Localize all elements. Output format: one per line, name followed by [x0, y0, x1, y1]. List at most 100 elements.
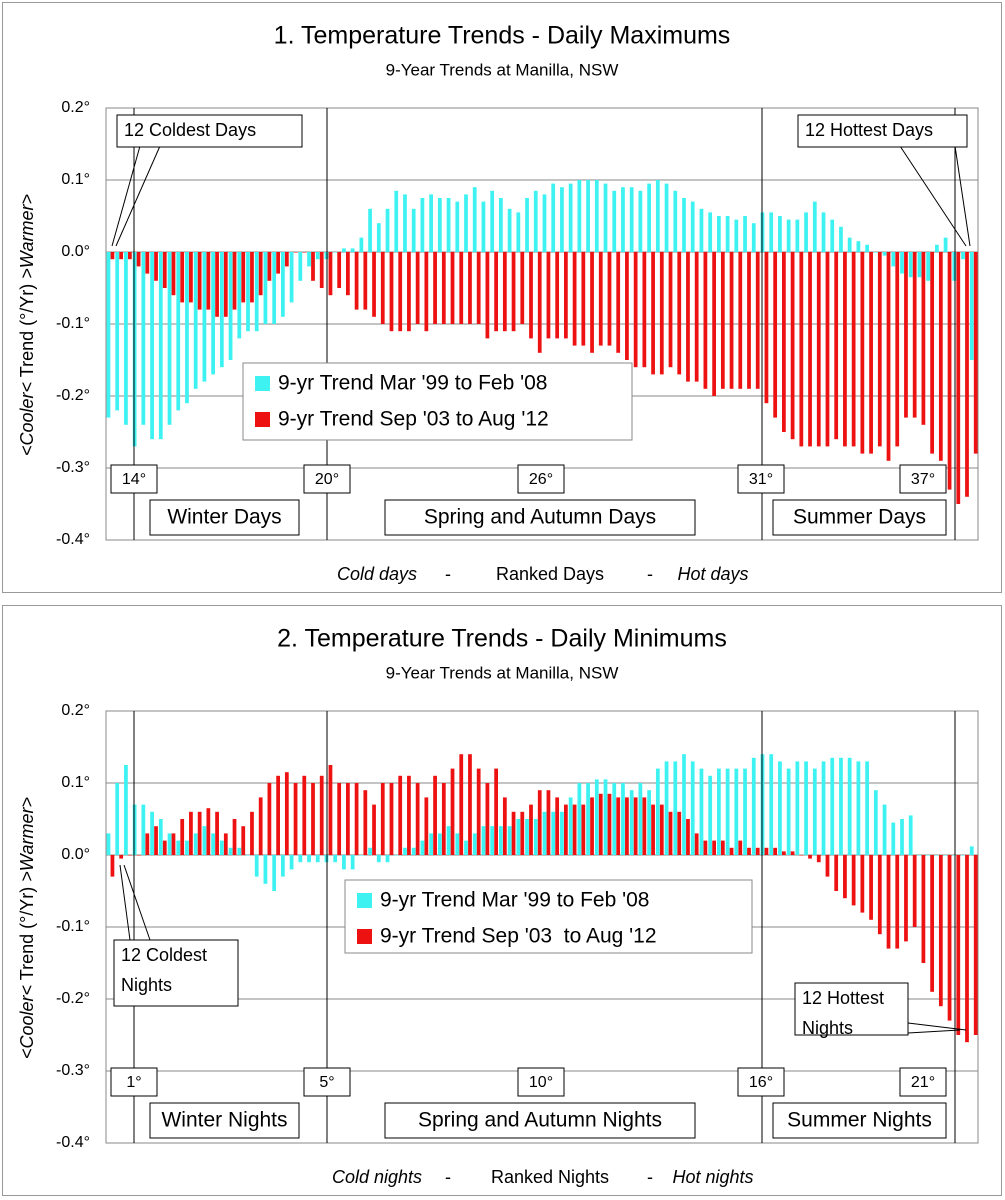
bar: [429, 194, 433, 252]
bar: [342, 855, 346, 870]
bar: [812, 201, 817, 252]
callout-pointer: [954, 145, 971, 247]
bar: [917, 855, 922, 856]
legend-swatch: [255, 412, 270, 427]
bar: [136, 252, 141, 267]
bar: [847, 237, 852, 252]
bar: [734, 768, 739, 855]
bar: [769, 212, 774, 252]
bar: [293, 783, 298, 855]
legend-label: 9-yr Trend Sep '03 to Aug '12: [278, 408, 549, 431]
bar: [869, 855, 873, 920]
bar: [568, 797, 573, 855]
bar: [215, 252, 219, 317]
bar: [738, 840, 743, 855]
bar: [751, 223, 756, 252]
bar: [211, 252, 215, 375]
marker-label: 31°: [749, 471, 773, 488]
bar: [494, 252, 498, 332]
bar: [537, 252, 542, 353]
bar: [677, 811, 682, 855]
bar: [246, 855, 250, 856]
bar: [943, 855, 948, 856]
bar: [786, 219, 791, 252]
x-axis-label-part: Cold nights: [332, 1167, 422, 1187]
bar: [359, 237, 364, 252]
bar: [568, 183, 573, 252]
bar: [725, 216, 730, 252]
bar: [206, 808, 211, 855]
bar: [577, 783, 582, 855]
marker-box: [303, 1067, 351, 1097]
bar: [908, 252, 913, 278]
season-label: Summer Nights: [787, 1109, 932, 1132]
bar: [533, 819, 538, 855]
bar: [272, 252, 277, 324]
bar: [115, 252, 120, 411]
bar: [930, 855, 934, 992]
bar: [717, 216, 721, 252]
bar: [359, 855, 364, 856]
bar: [232, 252, 237, 310]
y-axis-label: <Cooler< Trend (°/Yr) >Warmer>: [17, 194, 37, 456]
bar: [289, 252, 294, 303]
marker-label: 10°: [529, 1074, 553, 1091]
bar: [324, 252, 329, 260]
bar: [877, 855, 882, 935]
bar: [734, 219, 739, 252]
bar: [494, 768, 498, 855]
bar: [511, 811, 516, 855]
bar: [699, 768, 704, 855]
bar: [581, 252, 586, 346]
bar: [311, 783, 315, 855]
bar: [764, 847, 769, 855]
chart-title: 2. Temperature Trends - Daily Minimums: [277, 625, 727, 653]
bar: [720, 252, 725, 389]
bar: [743, 216, 747, 252]
bar: [546, 790, 551, 855]
bar: [485, 252, 490, 339]
bar: [372, 252, 376, 317]
bar: [725, 768, 730, 855]
bar: [464, 840, 468, 855]
callout-box: [797, 114, 968, 148]
bar: [938, 855, 943, 1007]
bar: [638, 190, 643, 252]
bar: [856, 241, 861, 252]
marker-box: [110, 464, 158, 494]
bar: [223, 833, 228, 855]
bar: [302, 775, 307, 855]
bar: [961, 855, 965, 856]
callout-pointer: [907, 1029, 961, 1034]
bar: [703, 252, 708, 389]
y-tick-label: 0.2°: [61, 99, 90, 116]
bar: [973, 855, 978, 1035]
bar: [778, 216, 782, 252]
marker-box: [737, 464, 785, 494]
bar: [424, 797, 429, 855]
bar: [202, 252, 207, 382]
bar: [476, 252, 481, 324]
bar: [145, 252, 150, 274]
bar: [232, 819, 237, 855]
bar: [284, 772, 289, 855]
bar: [228, 847, 233, 855]
bar: [847, 757, 852, 855]
bar: [311, 252, 315, 281]
bar: [328, 765, 333, 855]
bar: [629, 187, 634, 252]
bar: [411, 847, 416, 855]
bar: [655, 180, 660, 252]
bar: [943, 237, 948, 252]
bar: [926, 855, 931, 856]
bar: [433, 252, 437, 324]
bar: [272, 855, 277, 891]
bar: [376, 855, 381, 863]
bar: [551, 183, 556, 252]
bar: [162, 840, 167, 855]
bar: [651, 252, 655, 375]
bar: [415, 783, 420, 855]
bar: [921, 252, 926, 425]
bar: [816, 855, 821, 863]
season-label: Winter Days: [167, 506, 281, 529]
